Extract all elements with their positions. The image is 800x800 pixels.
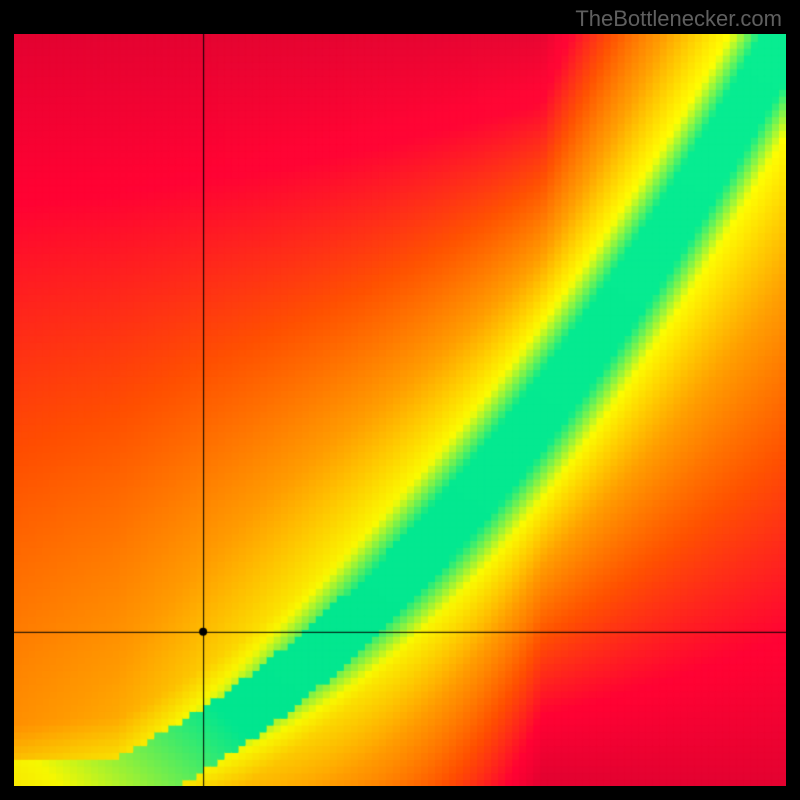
chart-frame: TheBottlenecker.com: [0, 0, 800, 800]
watermark-text: TheBottlenecker.com: [575, 6, 782, 32]
bottleneck-heatmap: [14, 34, 786, 786]
